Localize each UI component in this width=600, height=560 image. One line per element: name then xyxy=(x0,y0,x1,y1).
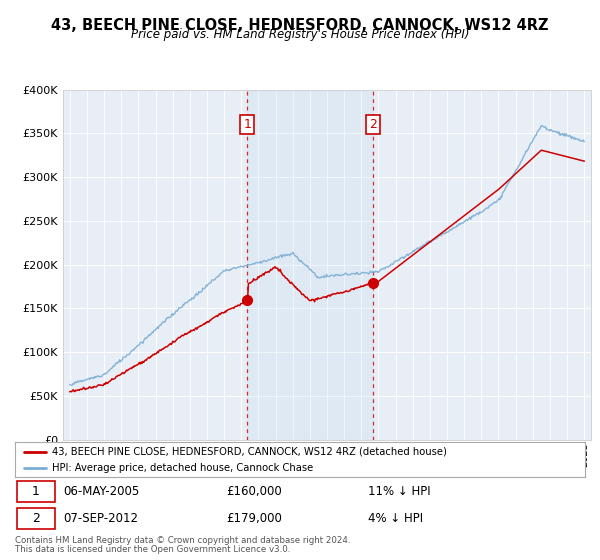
Text: Price paid vs. HM Land Registry's House Price Index (HPI): Price paid vs. HM Land Registry's House … xyxy=(131,28,469,41)
Text: 2: 2 xyxy=(369,118,377,131)
Text: £179,000: £179,000 xyxy=(226,512,282,525)
Text: 07-SEP-2012: 07-SEP-2012 xyxy=(64,512,139,525)
Text: 43, BEECH PINE CLOSE, HEDNESFORD, CANNOCK, WS12 4RZ: 43, BEECH PINE CLOSE, HEDNESFORD, CANNOC… xyxy=(51,18,549,33)
Text: £160,000: £160,000 xyxy=(226,485,281,498)
Text: 43, BEECH PINE CLOSE, HEDNESFORD, CANNOCK, WS12 4RZ (detached house): 43, BEECH PINE CLOSE, HEDNESFORD, CANNOC… xyxy=(52,447,447,457)
Text: 4% ↓ HPI: 4% ↓ HPI xyxy=(368,512,424,525)
Text: 1: 1 xyxy=(244,118,251,131)
Text: 1: 1 xyxy=(32,485,40,498)
Text: HPI: Average price, detached house, Cannock Chase: HPI: Average price, detached house, Cann… xyxy=(52,463,313,473)
Text: This data is licensed under the Open Government Licence v3.0.: This data is licensed under the Open Gov… xyxy=(15,545,290,554)
Text: 06-MAY-2005: 06-MAY-2005 xyxy=(64,485,140,498)
Text: Contains HM Land Registry data © Crown copyright and database right 2024.: Contains HM Land Registry data © Crown c… xyxy=(15,536,350,545)
Text: 2: 2 xyxy=(32,512,40,525)
FancyBboxPatch shape xyxy=(17,507,55,529)
Bar xyxy=(247,90,373,440)
Text: 11% ↓ HPI: 11% ↓ HPI xyxy=(368,485,431,498)
FancyBboxPatch shape xyxy=(17,480,55,502)
